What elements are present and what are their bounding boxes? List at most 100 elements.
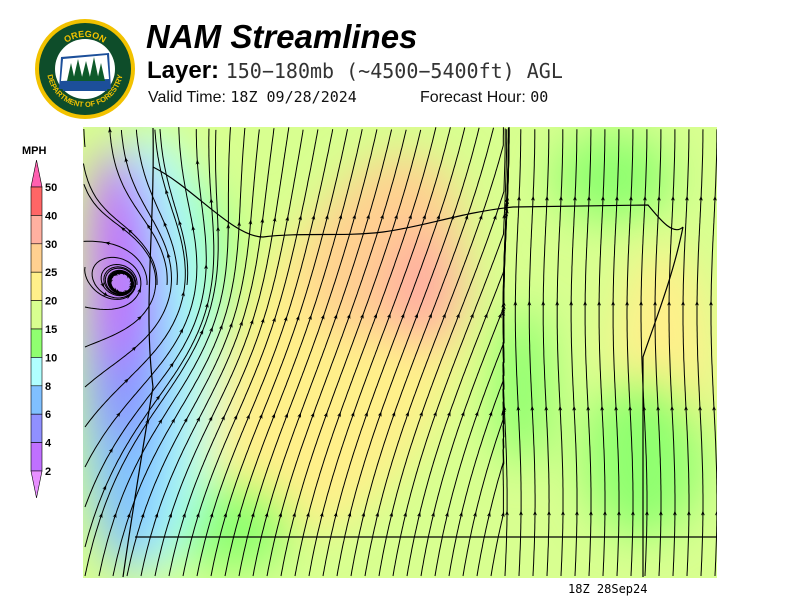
flow-arrow	[469, 313, 474, 319]
flow-arrow	[120, 226, 126, 232]
flow-arrow	[108, 447, 113, 454]
flow-arrow	[181, 512, 186, 519]
flow-arrow	[178, 220, 183, 226]
flow-arrow	[181, 291, 185, 297]
legend-swatch	[30, 243, 43, 273]
flow-arrow	[403, 511, 407, 518]
legend-tick-label: 4	[45, 438, 52, 450]
flow-arrow	[170, 418, 176, 424]
flow-arrow	[191, 225, 196, 231]
flow-arrow	[140, 512, 145, 519]
flow-arrow	[233, 414, 238, 421]
flow-arrow	[122, 291, 129, 296]
wind-speed-legend: MPH 50 40 30 25 20 15 10 8 6 4 2	[22, 145, 57, 499]
flow-arrow	[98, 512, 103, 519]
streamline	[83, 128, 86, 148]
streamline	[196, 129, 334, 577]
streamline	[98, 127, 231, 577]
flow-arrow	[350, 411, 355, 418]
flow-arrow	[124, 157, 129, 163]
streamline	[135, 129, 178, 286]
layer-label: Layer:	[147, 57, 220, 84]
forecast-hour-label: Forecast Hour:	[420, 89, 526, 106]
streamline-map	[83, 127, 717, 578]
valid-time: Valid Time: 18Z 09/28/2024	[148, 88, 357, 107]
legend-tick-label: 25	[45, 267, 57, 279]
flow-arrow	[408, 214, 412, 220]
flow-arrow	[386, 313, 391, 319]
flow-arrow	[346, 313, 351, 320]
flow-arrow	[218, 324, 223, 330]
flow-arrow	[460, 411, 465, 417]
legend-swatch	[30, 413, 43, 443]
flow-arrow	[418, 411, 423, 417]
streamline	[364, 127, 504, 577]
flow-arrow	[389, 511, 394, 518]
legend-unit: MPH	[22, 145, 47, 157]
flow-arrow	[123, 378, 129, 384]
flow-arrow	[285, 215, 290, 222]
flow-arrow	[486, 511, 491, 518]
flow-arrow	[432, 411, 437, 417]
streamline	[336, 127, 480, 577]
flow-arrow	[323, 412, 328, 418]
flow-arrow	[165, 189, 169, 195]
flow-arrow	[446, 411, 451, 417]
flow-arrow	[284, 412, 288, 419]
streamline	[210, 129, 348, 577]
flow-arrow	[455, 313, 460, 319]
flow-arrow	[209, 326, 213, 333]
legend-swatch	[30, 385, 43, 415]
flow-arrow	[195, 512, 200, 518]
streamline	[640, 129, 648, 577]
flow-arrow	[292, 512, 296, 518]
flow-arrow	[422, 214, 426, 220]
streamline	[83, 240, 148, 286]
legend-over-triangle	[30, 159, 43, 188]
flow-arrow	[379, 214, 384, 220]
flow-arrow	[307, 314, 312, 321]
flow-arrow	[250, 512, 255, 518]
streamline	[308, 127, 451, 577]
streamline	[322, 127, 466, 577]
flow-arrow	[271, 413, 276, 419]
streamline	[626, 129, 634, 577]
streamline	[84, 129, 173, 388]
flow-arrow	[115, 412, 121, 418]
flow-arrow	[324, 214, 329, 220]
svg-text:OREGON: OREGON	[62, 29, 108, 45]
flow-arrow	[154, 512, 159, 519]
map-timestamp: 18Z 28Sep24	[568, 582, 648, 596]
flow-arrow	[105, 241, 111, 246]
flow-arrow	[237, 512, 241, 518]
streamline	[126, 129, 260, 577]
flow-arrow	[144, 419, 150, 425]
streamline	[168, 129, 304, 577]
flow-arrow	[245, 414, 250, 420]
legend-tick-label: 30	[45, 239, 57, 251]
streamline	[109, 127, 168, 286]
flow-arrow	[238, 320, 243, 327]
flow-arrow	[297, 412, 302, 419]
legend-swatch	[30, 442, 43, 472]
flow-arrow	[464, 214, 469, 220]
streamline	[238, 129, 378, 577]
flow-arrow	[223, 512, 228, 518]
streamline	[182, 129, 319, 577]
flow-arrow	[168, 512, 173, 519]
flow-arrow	[375, 511, 380, 518]
flow-arrow	[474, 411, 479, 417]
streamline	[83, 184, 157, 348]
streamline	[514, 129, 522, 577]
streamline	[112, 127, 246, 577]
streamline	[280, 129, 422, 577]
flow-arrow	[199, 329, 204, 335]
flow-arrow	[163, 221, 168, 227]
layer-info: Layer: 150−180mb (~4500−5400ft) AGL	[147, 57, 563, 85]
legend-tick-label: 40	[45, 210, 57, 222]
flow-arrow	[125, 294, 131, 300]
legend-swatch	[30, 300, 43, 330]
flow-arrow	[338, 214, 343, 220]
streamline	[154, 127, 290, 577]
flow-arrow	[157, 418, 163, 425]
